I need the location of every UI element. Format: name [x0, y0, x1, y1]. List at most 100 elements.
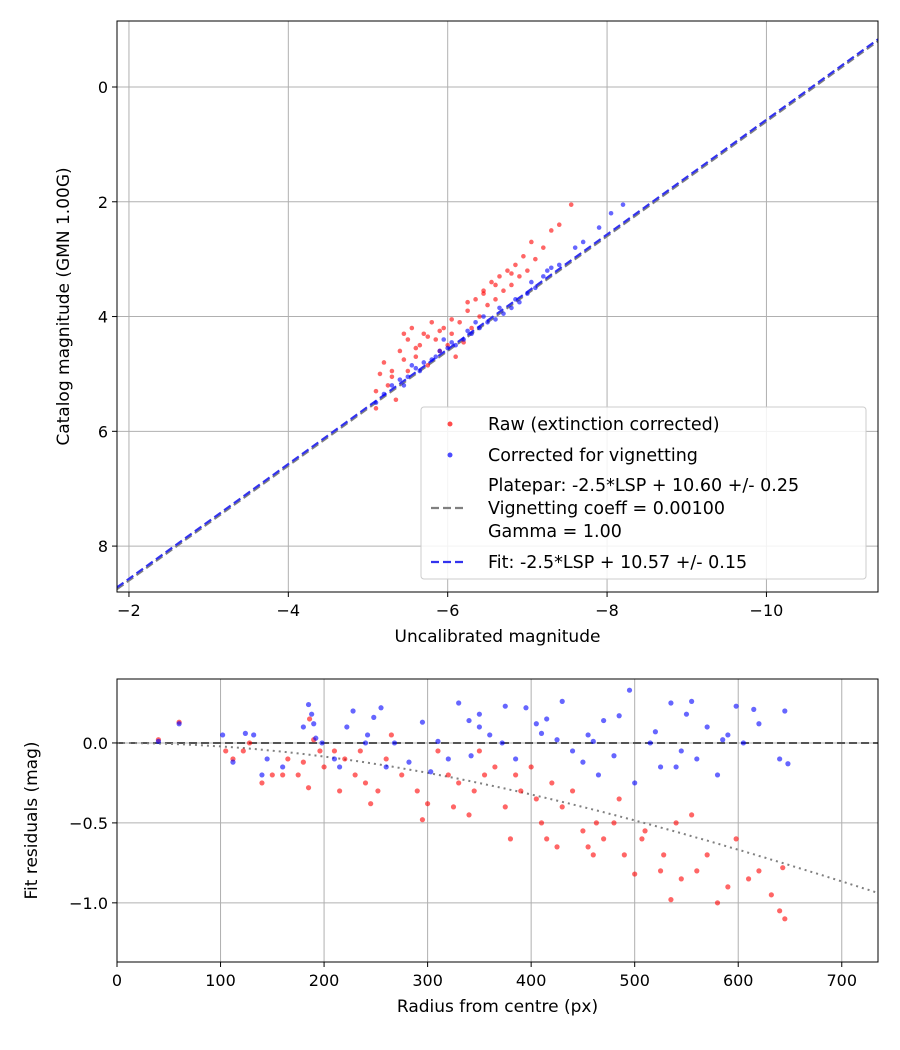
data-point	[441, 325, 447, 331]
data-point	[466, 717, 472, 724]
data-point	[725, 732, 731, 738]
legend-label: Vignetting coeff = 0.00100	[488, 499, 725, 519]
top-chart-points	[373, 202, 626, 411]
x-tick-label: 700	[826, 971, 857, 990]
data-point	[559, 698, 565, 704]
data-point	[580, 828, 586, 834]
data-point	[433, 337, 439, 342]
data-point	[437, 328, 443, 334]
data-point	[513, 756, 519, 762]
data-point	[593, 820, 599, 826]
data-point	[481, 772, 488, 778]
data-point	[725, 884, 731, 890]
data-point	[608, 210, 614, 216]
data-point	[580, 239, 586, 245]
data-point	[487, 732, 493, 738]
x-tick-label: −4	[277, 601, 301, 620]
data-point	[391, 740, 398, 746]
data-point	[668, 897, 674, 903]
fit-line	[117, 38, 878, 589]
data-point	[449, 331, 454, 337]
data-point	[457, 319, 462, 325]
top-y-axis-label: Catalog magnitude (GMN 1.00G)	[54, 167, 74, 445]
data-point	[621, 852, 627, 858]
data-point	[473, 297, 478, 302]
data-point	[647, 740, 653, 746]
data-point	[364, 732, 371, 738]
data-point	[777, 908, 783, 914]
data-point	[704, 724, 710, 730]
data-point	[383, 756, 389, 762]
data-point	[449, 340, 454, 345]
data-point	[554, 737, 560, 743]
legend: Raw (extinction corrected) Corrected for …	[420, 406, 867, 580]
data-point	[405, 368, 411, 374]
data-point	[509, 305, 514, 311]
data-point	[331, 748, 338, 754]
data-point	[246, 740, 253, 746]
data-point	[388, 732, 394, 738]
data-point	[280, 772, 286, 778]
data-point	[481, 291, 486, 296]
legend-marker	[447, 421, 453, 427]
data-point	[533, 721, 539, 727]
data-point	[305, 701, 312, 708]
data-point	[568, 202, 574, 207]
data-point	[694, 868, 700, 874]
data-point	[714, 772, 721, 778]
data-point	[469, 331, 474, 337]
y-tick-label: 6	[98, 422, 108, 441]
data-point	[493, 282, 498, 288]
data-point	[240, 748, 246, 754]
data-point	[585, 844, 591, 850]
data-point	[733, 703, 739, 709]
data-point	[626, 687, 633, 693]
data-point	[331, 756, 338, 762]
data-point	[409, 363, 415, 368]
data-point	[521, 253, 526, 259]
data-point	[375, 788, 381, 794]
legend-label: Raw (extinction corrected)	[488, 415, 720, 435]
data-point	[435, 738, 441, 744]
data-point	[419, 719, 426, 725]
data-point	[414, 788, 420, 794]
data-point	[493, 297, 498, 302]
data-point	[465, 328, 470, 334]
data-point	[450, 804, 457, 810]
data-point	[419, 817, 426, 823]
data-point	[223, 748, 229, 754]
data-point	[437, 348, 443, 354]
bottom-chart-lines	[117, 741, 878, 894]
data-point	[509, 271, 514, 276]
data-point	[620, 202, 626, 207]
data-point	[321, 764, 327, 770]
top-chart-frame	[116, 20, 879, 593]
data-point	[362, 740, 369, 746]
data-point	[393, 397, 399, 403]
data-point	[538, 820, 545, 826]
data-point	[317, 748, 323, 754]
top-chart-ticks: −2 −4 −6 −8 −10 0 2 4 6 8	[98, 78, 784, 620]
data-point	[689, 698, 695, 704]
data-point	[176, 721, 182, 727]
x-tick-label: −6	[436, 601, 460, 620]
data-point	[342, 756, 348, 762]
data-point	[306, 716, 313, 722]
data-point	[397, 377, 403, 382]
data-point	[401, 357, 407, 362]
data-point	[533, 256, 538, 262]
data-point	[569, 748, 576, 754]
data-point	[528, 764, 534, 770]
data-point	[155, 738, 162, 744]
data-point	[616, 796, 622, 802]
x-tick-label: 100	[205, 971, 236, 990]
data-point	[352, 772, 358, 778]
y-tick-label: 0.0	[83, 734, 108, 753]
data-point	[397, 348, 403, 354]
data-point	[362, 780, 369, 786]
data-point	[507, 836, 514, 842]
data-point	[305, 785, 312, 791]
data-point	[590, 852, 596, 858]
data-point	[668, 700, 674, 706]
